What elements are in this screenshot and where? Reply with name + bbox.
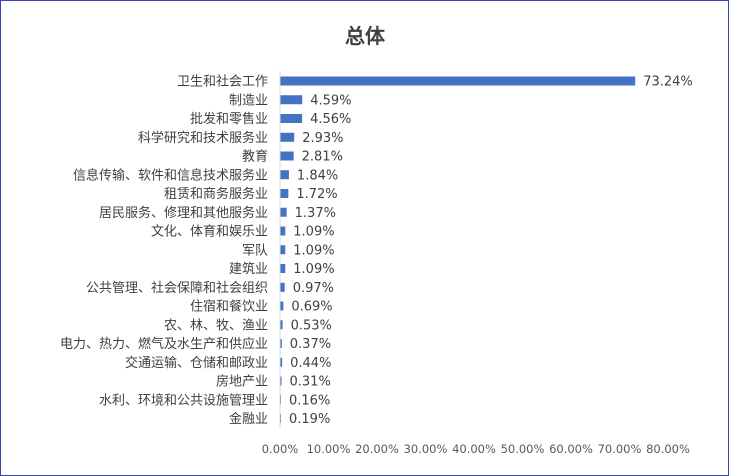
data-labels: 73.24% 4.59% 4.56% 2.93% 2.81% 1.84% 1.72% 1.37… xyxy=(289,75,693,428)
data-label: 2.81% xyxy=(302,150,343,165)
bar xyxy=(280,95,303,105)
bar xyxy=(280,264,286,273)
data-label: 2.93% xyxy=(302,131,343,146)
category-label: 信息传输、软件和信息技术服务业 xyxy=(73,167,268,183)
category-label: 制造业 xyxy=(229,93,268,108)
category-label: 水利、环境和公共设施管理业 xyxy=(99,393,268,408)
data-label: 1.37% xyxy=(295,206,336,221)
bar xyxy=(280,76,636,86)
chart-title: 总体 xyxy=(345,24,386,48)
bars xyxy=(280,76,636,423)
category-label: 卫生和社会工作 xyxy=(177,74,268,90)
x-tick-label: 0.00% xyxy=(262,442,299,456)
bar xyxy=(280,339,282,348)
bar xyxy=(280,301,284,311)
data-label: 0.37% xyxy=(290,337,331,352)
category-label: 公共管理、社会保障和社会组织 xyxy=(86,280,268,296)
x-tick-label: 40.00% xyxy=(452,442,496,456)
category-label: 文化、体育和娱乐业 xyxy=(151,224,268,240)
data-label: 0.16% xyxy=(289,393,330,408)
x-axis-tick-labels: 0.00% 10.00% 20.00% 30.00% 40.00% 50.00% 60.00… xyxy=(262,442,690,456)
data-label: 1.72% xyxy=(296,187,337,202)
data-label: 0.19% xyxy=(289,412,330,427)
category-label: 建筑业 xyxy=(229,261,268,277)
category-label: 军队 xyxy=(242,243,268,258)
data-label: 0.44% xyxy=(290,356,331,371)
data-label: 1.09% xyxy=(293,225,334,240)
data-label: 0.69% xyxy=(291,300,332,315)
category-label: 交通运输、仓储和邮政业 xyxy=(125,355,268,371)
category-label: 批发和零售业 xyxy=(190,111,268,127)
category-label: 金融业 xyxy=(229,411,268,427)
data-label: 73.24% xyxy=(643,75,693,90)
bar xyxy=(280,114,303,123)
data-label: 1.09% xyxy=(293,243,334,258)
category-label: 居民服务、修理和其他服务业 xyxy=(99,205,268,221)
bar xyxy=(280,245,286,255)
data-label: 0.53% xyxy=(291,318,332,333)
category-label: 租赁和商务服务业 xyxy=(164,186,268,202)
x-tick-label: 80.00% xyxy=(646,442,690,456)
bar xyxy=(280,320,283,330)
category-labels: 卫生和社会工作制造业批发和零售业科学研究和技术服务业教育信息传输、软件和信息技术… xyxy=(60,74,268,428)
bar xyxy=(280,226,286,236)
bar xyxy=(280,207,287,217)
data-label: 1.84% xyxy=(297,168,338,183)
x-tick-label: 50.00% xyxy=(501,442,545,456)
x-tick-label: 60.00% xyxy=(549,442,593,456)
x-tick-label: 30.00% xyxy=(404,442,448,456)
data-label: 0.97% xyxy=(293,281,334,296)
category-label: 房地产业 xyxy=(216,374,268,390)
bar xyxy=(280,132,295,142)
category-label: 教育 xyxy=(242,149,268,165)
category-label: 科学研究和技术服务业 xyxy=(138,130,268,146)
bar xyxy=(280,189,289,198)
category-label: 住宿和餐饮业 xyxy=(190,299,268,315)
data-label: 4.56% xyxy=(310,112,351,127)
category-label: 电力、热力、燃气及水生产和供应业 xyxy=(60,336,268,352)
category-label: 农、林、牧、渔业 xyxy=(164,318,268,333)
data-label: 4.59% xyxy=(310,93,351,108)
data-label: 1.09% xyxy=(293,262,334,277)
bar xyxy=(280,170,289,180)
x-tick-label: 70.00% xyxy=(598,442,642,456)
x-tick-label: 10.00% xyxy=(307,442,351,456)
bar xyxy=(280,376,282,386)
bar xyxy=(280,151,294,161)
bar xyxy=(280,357,283,367)
x-tick-label: 20.00% xyxy=(355,442,399,456)
data-label: 0.31% xyxy=(290,375,331,390)
bar xyxy=(280,282,285,292)
